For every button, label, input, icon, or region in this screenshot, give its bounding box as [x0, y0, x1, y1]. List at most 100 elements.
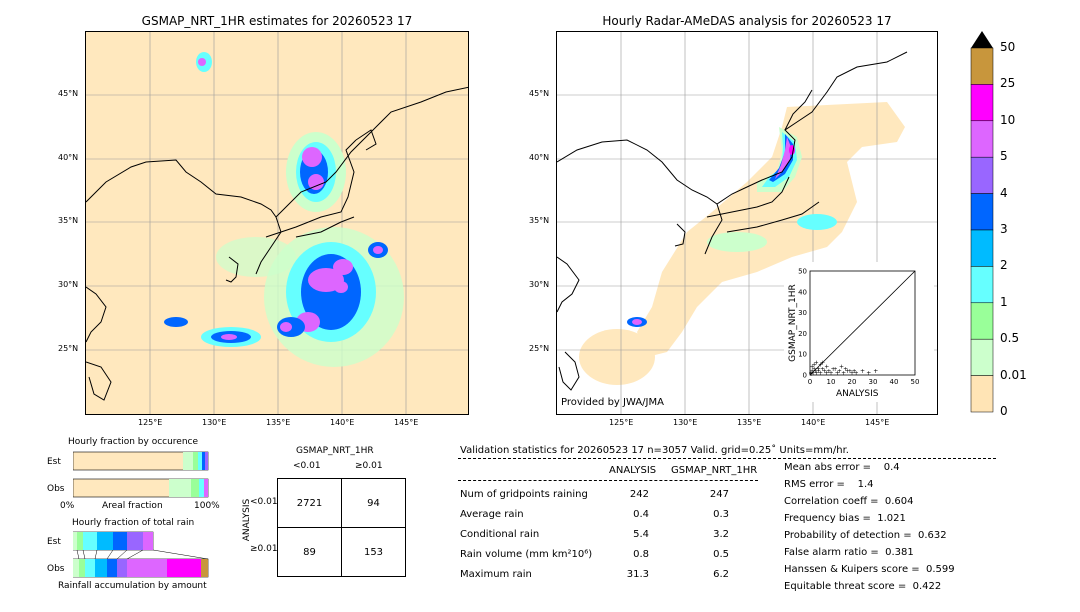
scatter-plot: ++++++++++++ + + + + + + + +++++++++++ +++ + + + 001…: [798, 268, 920, 387]
colorbar-segment: [970, 338, 994, 376]
total-rain-bars: [73, 531, 209, 578]
validation-row-analysis: 5.4: [633, 529, 649, 540]
scatter-point: +: [852, 368, 857, 375]
tot-est-seg: [127, 532, 143, 550]
right-lon-135: 135°E: [737, 418, 762, 427]
scatter-point: +: [839, 364, 844, 371]
scatter-point: +: [812, 362, 817, 369]
colorbar-label: 2: [1000, 258, 1008, 273]
colorbar-segment: [970, 302, 994, 340]
tot-est-seg: [143, 532, 153, 550]
right-lat-35: 35°N: [529, 216, 550, 225]
validation-row-label: Average rain: [460, 509, 524, 520]
scatter-point: +: [818, 362, 823, 369]
total-rain-xlabel: Rainfall accumulation by amount: [58, 581, 207, 591]
contingency-title: GSMAP_NRT_1HR: [296, 446, 374, 456]
contingency-cell: 89: [277, 527, 342, 577]
left-lat-40: 40°N: [58, 153, 79, 162]
scatter-point: +: [837, 368, 842, 375]
tot-obs-seg: [95, 559, 107, 577]
tot-obs-seg: [127, 559, 167, 577]
validation-row-label: Rain volume (mm km²10⁶): [460, 549, 593, 560]
scatter-x-tick: 40: [890, 378, 899, 386]
tot-obs-label: Obs: [47, 564, 65, 574]
tot-est-seg: [77, 532, 83, 550]
validation-col-analysis: ANALYSIS: [609, 465, 657, 476]
scatter-point: +: [831, 366, 836, 373]
scatter-point: +: [847, 368, 852, 375]
colorbar-label: 0.5: [1000, 331, 1020, 346]
left-map-canvas: [86, 32, 468, 414]
scatter-point: +: [860, 368, 865, 375]
colorbar-segment: [970, 266, 994, 304]
scatter-point: +: [866, 370, 871, 377]
validation-score: Hanssen & Kuipers score = 0.599: [784, 564, 955, 575]
validation-divider: [458, 458, 996, 459]
right-lat-25: 25°N: [529, 344, 550, 353]
colorbar-label: 5: [1000, 149, 1008, 164]
scatter-point: +: [873, 368, 878, 375]
occ-xlabel: Areal fraction: [102, 501, 163, 511]
occ-est-seg: [202, 452, 205, 470]
scatter-point: +: [812, 366, 817, 373]
contingency-table: 2721 94 89 153: [277, 478, 406, 577]
scatter-x-tick: 50: [911, 378, 920, 386]
validation-row-gsmap: 0.5: [713, 549, 729, 560]
validation-row-gsmap: 0.3: [713, 509, 729, 520]
tot-obs-seg: [73, 559, 79, 577]
scatter-x-tick: 0: [808, 378, 812, 386]
validation-score: Probability of detection = 0.632: [784, 530, 947, 541]
scatter-point: +: [818, 370, 823, 377]
colorbar-segment: [970, 156, 994, 194]
colorbar-label: 0.01: [1000, 367, 1027, 382]
scatter-point: +: [849, 370, 854, 377]
left-map: [85, 31, 469, 415]
contingency-col-0: <0.01: [293, 461, 321, 471]
colorbar-label: 0: [1000, 404, 1008, 418]
occurrence-title: Hourly fraction by occurence: [68, 437, 199, 447]
validation-row-label: Num of gridpoints raining: [460, 489, 588, 500]
occurrence-bars: [73, 451, 209, 498]
tot-obs-seg: [167, 559, 201, 577]
left-lon-140: 140°E: [330, 418, 355, 427]
scatter-diagonal: [809, 270, 916, 376]
validation-col-gsmap: GSMAP_NRT_1HR: [671, 465, 758, 476]
validation-score: Mean abs error = 0.4: [784, 462, 900, 473]
tot-est-seg: [83, 532, 97, 550]
left-lat-30: 30°N: [58, 280, 79, 289]
scatter-y-tick: 50: [798, 268, 807, 276]
right-lat-45: 45°N: [529, 89, 550, 98]
scatter-x-tick: 20: [848, 378, 857, 386]
validation-divider-2: [458, 480, 758, 481]
right-lon-145: 145°E: [865, 418, 890, 427]
colorbar-segment: [970, 375, 994, 413]
scatter-point: +: [814, 360, 819, 367]
tot-est-seg: [73, 532, 77, 550]
validation-row-label: Conditional rain: [460, 529, 540, 540]
scatter-point: +: [822, 368, 827, 375]
right-lon-125: 125°E: [609, 418, 634, 427]
colorbar-label: 3: [1000, 222, 1008, 236]
scatter-point: +: [835, 370, 840, 377]
occ-obs-seg: [204, 479, 208, 497]
occ-est-seg: [198, 452, 202, 470]
scatter-y-tick: 10: [798, 351, 807, 359]
validation-score: False alarm ratio = 0.381: [784, 547, 914, 558]
left-lon-145: 145°E: [394, 418, 419, 427]
validation-row-analysis: 31.3: [626, 569, 649, 580]
colorbar-label: 25: [1000, 76, 1016, 91]
validation-row-gsmap: 6.2: [713, 569, 729, 580]
occ-obs-seg: [199, 479, 204, 497]
scatter-point: +: [826, 368, 831, 375]
tot-obs-seg: [85, 559, 95, 577]
colorbar-label: 10: [1000, 112, 1016, 127]
scatter-point: +: [809, 371, 814, 378]
scatter-point: +: [833, 366, 838, 373]
colorbar-label: 4: [1000, 185, 1008, 200]
right-lat-40: 40°N: [529, 153, 550, 162]
scatter-point: +: [809, 370, 814, 377]
left-lon-135: 135°E: [266, 418, 291, 427]
validation-row-gsmap: 247: [709, 489, 729, 500]
scatter-point: +: [828, 370, 833, 377]
validation-score: Equitable threat score = 0.422: [784, 581, 942, 592]
